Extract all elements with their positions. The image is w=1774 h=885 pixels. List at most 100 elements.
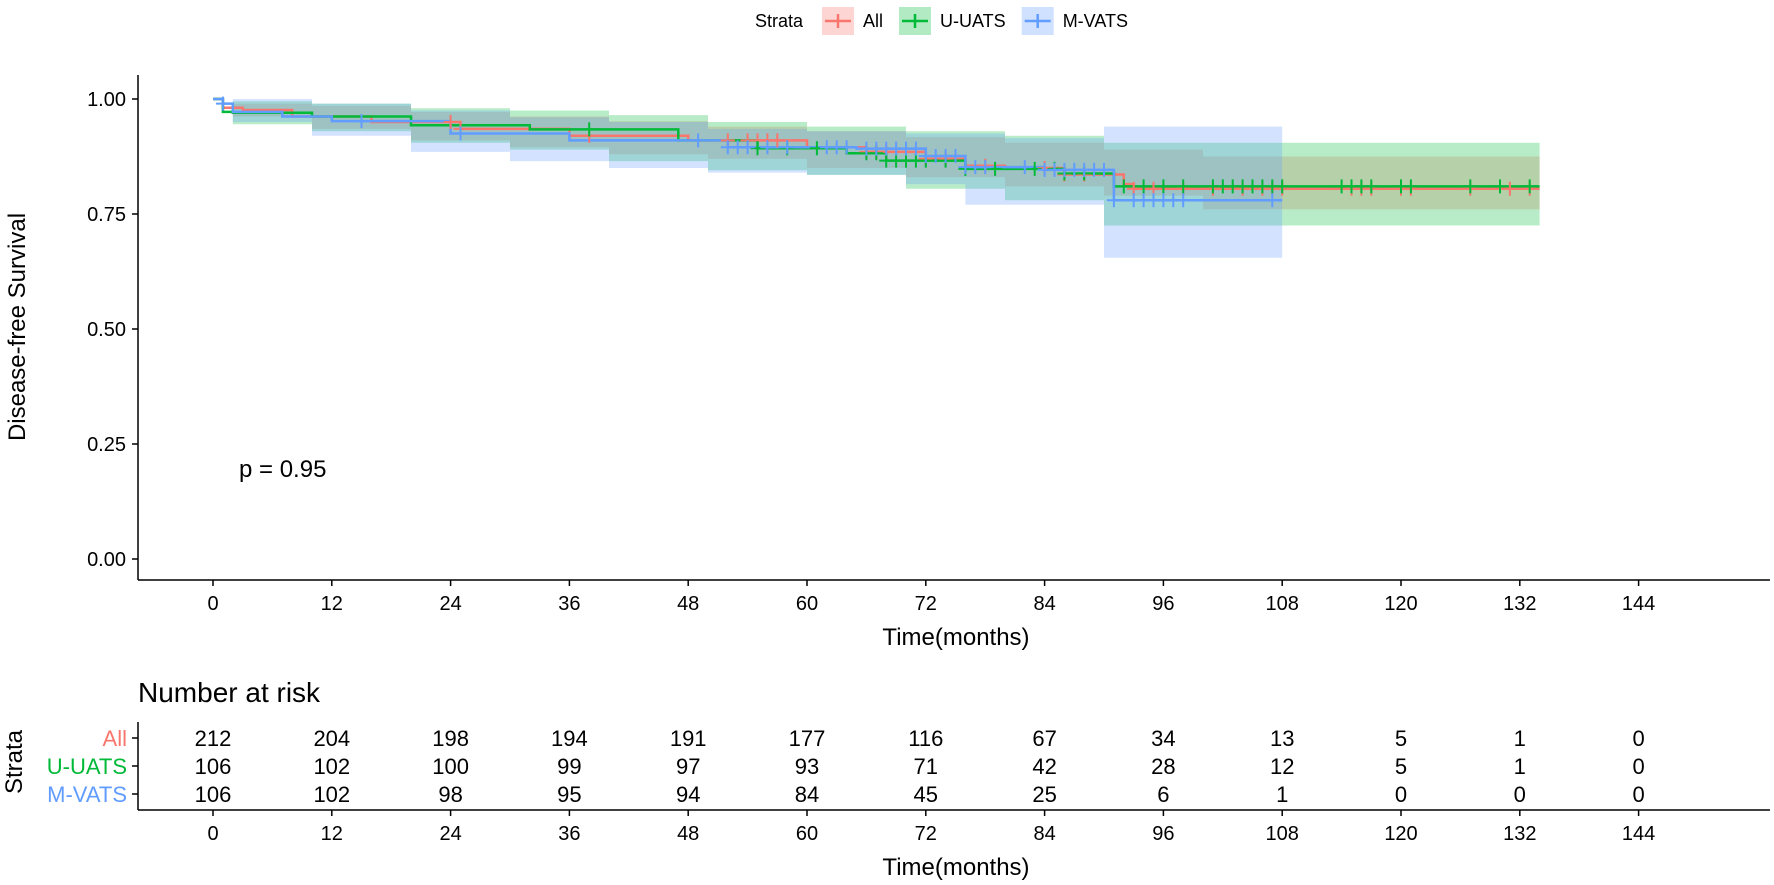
x-tick-label: 96 <box>1152 823 1174 845</box>
ci-band-u-uats <box>213 99 1540 226</box>
risk-value: 100 <box>432 754 469 779</box>
risk-value: 191 <box>670 726 707 751</box>
censor-mark-m-vats <box>740 140 755 155</box>
x-axis-label: Time(months) <box>882 624 1029 651</box>
risk-value: 198 <box>432 726 469 751</box>
legend-key-all <box>825 14 851 28</box>
risk-value: 0 <box>1632 782 1644 807</box>
censor-mark-m-vats <box>839 140 854 155</box>
censor-mark-m-vats <box>691 133 706 148</box>
y-tick-label: 0.00 <box>87 549 126 571</box>
risk-value: 12 <box>1270 754 1294 779</box>
x-tick-label: 0 <box>207 823 218 845</box>
risk-table: Number at risk Strata All 212 204 198 194 191… <box>1 677 1770 881</box>
risk-value: 1 <box>1514 754 1526 779</box>
x-tick-label: 132 <box>1503 593 1536 615</box>
x-tick-label: 72 <box>915 593 937 615</box>
x-tick-label: 24 <box>439 823 461 845</box>
x-tick-label: 48 <box>677 593 699 615</box>
risk-value: 25 <box>1032 782 1056 807</box>
y-axis-label: Disease-free Survival <box>4 213 31 441</box>
x-tick-label: 60 <box>796 593 818 615</box>
risk-value: 93 <box>795 754 819 779</box>
risk-value: 116 <box>908 726 943 751</box>
risk-value: 1 <box>1514 726 1526 751</box>
risk-x-axis-label: Time(months) <box>882 854 1029 881</box>
legend: Strata All U-UATS M-VATS <box>755 7 1128 35</box>
risk-value: 194 <box>551 726 588 751</box>
censor-mark-m-vats <box>760 140 775 155</box>
risk-value: 67 <box>1032 726 1056 751</box>
censor-marks <box>215 96 1537 208</box>
x-tick-label: 120 <box>1384 593 1417 615</box>
risk-value: 84 <box>795 782 819 807</box>
censor-mark-all <box>443 115 458 129</box>
censor-mark-m-vats <box>1017 160 1032 175</box>
censor-mark-u-uats <box>1403 179 1418 194</box>
risk-row-label-u-uats: U-UATS <box>47 754 127 779</box>
legend-title: Strata <box>755 11 804 31</box>
x-tick-label: 0 <box>207 593 218 615</box>
x-tick-label: 120 <box>1384 823 1417 845</box>
risk-table-title: Number at risk <box>138 677 321 708</box>
risk-value: 34 <box>1151 726 1175 751</box>
censor-mark-u-uats <box>1493 179 1507 194</box>
legend-key-m-vats <box>1024 14 1051 28</box>
risk-table-ylabel: Strata <box>1 729 28 794</box>
x-axis-ticks: 0 12 24 36 48 60 72 84 96 108 120 132 144 <box>207 580 1655 615</box>
censor-mark-m-vats <box>1106 193 1121 208</box>
risk-value: 1 <box>1276 782 1288 807</box>
risk-value: 177 <box>789 726 826 751</box>
risk-value: 95 <box>557 782 581 807</box>
legend-label-u-uats: U-UATS <box>940 11 1006 31</box>
risk-value: 13 <box>1270 726 1294 751</box>
censor-mark-u-uats <box>988 161 1003 176</box>
x-tick-label: 144 <box>1622 823 1655 845</box>
risk-value: 42 <box>1032 754 1056 779</box>
x-tick-label: 60 <box>796 823 818 845</box>
risk-value: 0 <box>1632 754 1644 779</box>
x-tick-label: 84 <box>1033 823 1055 845</box>
censor-mark-u-uats <box>1522 179 1537 194</box>
risk-value: 5 <box>1395 754 1407 779</box>
x-tick-label: 108 <box>1266 823 1299 845</box>
censor-mark-m-vats <box>1097 162 1111 177</box>
risk-value: 71 <box>914 754 938 779</box>
x-tick-label: 36 <box>558 593 580 615</box>
risk-value: 0 <box>1514 782 1526 807</box>
x-tick-label: 96 <box>1152 593 1174 615</box>
censor-mark-u-uats <box>1463 179 1478 194</box>
censor-mark-u-uats <box>582 122 597 137</box>
censor-mark-u-uats <box>1275 179 1290 194</box>
censor-mark-m-vats <box>1265 193 1280 208</box>
y-tick-label: 0.25 <box>87 434 126 456</box>
risk-row-label-m-vats: M-VATS <box>47 782 127 807</box>
censor-mark-m-vats <box>354 114 369 129</box>
p-value-annotation: p = 0.95 <box>239 456 326 483</box>
risk-value: 97 <box>676 754 700 779</box>
censor-mark-u-uats <box>1156 179 1171 194</box>
legend-key-u-uats <box>902 14 929 28</box>
x-tick-label: 84 <box>1033 593 1055 615</box>
y-tick-label: 0.75 <box>87 204 126 226</box>
censor-mark-m-vats <box>978 160 993 175</box>
legend-label-m-vats: M-VATS <box>1063 11 1128 31</box>
risk-value: 0 <box>1632 726 1644 751</box>
x-tick-label: 108 <box>1266 593 1299 615</box>
risk-value: 106 <box>195 782 232 807</box>
km-plot: 0.00 0.25 0.50 0.75 1.00 0 12 24 36 48 60 72 84 96 10… <box>4 75 1770 651</box>
legend-items: All U-UATS M-VATS <box>822 7 1128 35</box>
risk-value: 106 <box>195 754 232 779</box>
censor-mark-u-uats <box>1176 179 1191 194</box>
y-axis-ticks: 0.00 0.25 0.50 0.75 1.00 <box>87 89 138 571</box>
legend-label-all: All <box>863 11 883 31</box>
censor-mark-m-vats <box>908 141 923 156</box>
risk-value: 28 <box>1151 754 1175 779</box>
y-tick-label: 1.00 <box>87 89 126 111</box>
risk-value: 6 <box>1157 782 1169 807</box>
risk-value: 99 <box>557 754 581 779</box>
risk-value: 0 <box>1395 782 1407 807</box>
x-tick-label: 24 <box>439 593 461 615</box>
censor-mark-m-vats <box>1176 193 1191 208</box>
ci-band-m-vats <box>213 99 1283 258</box>
